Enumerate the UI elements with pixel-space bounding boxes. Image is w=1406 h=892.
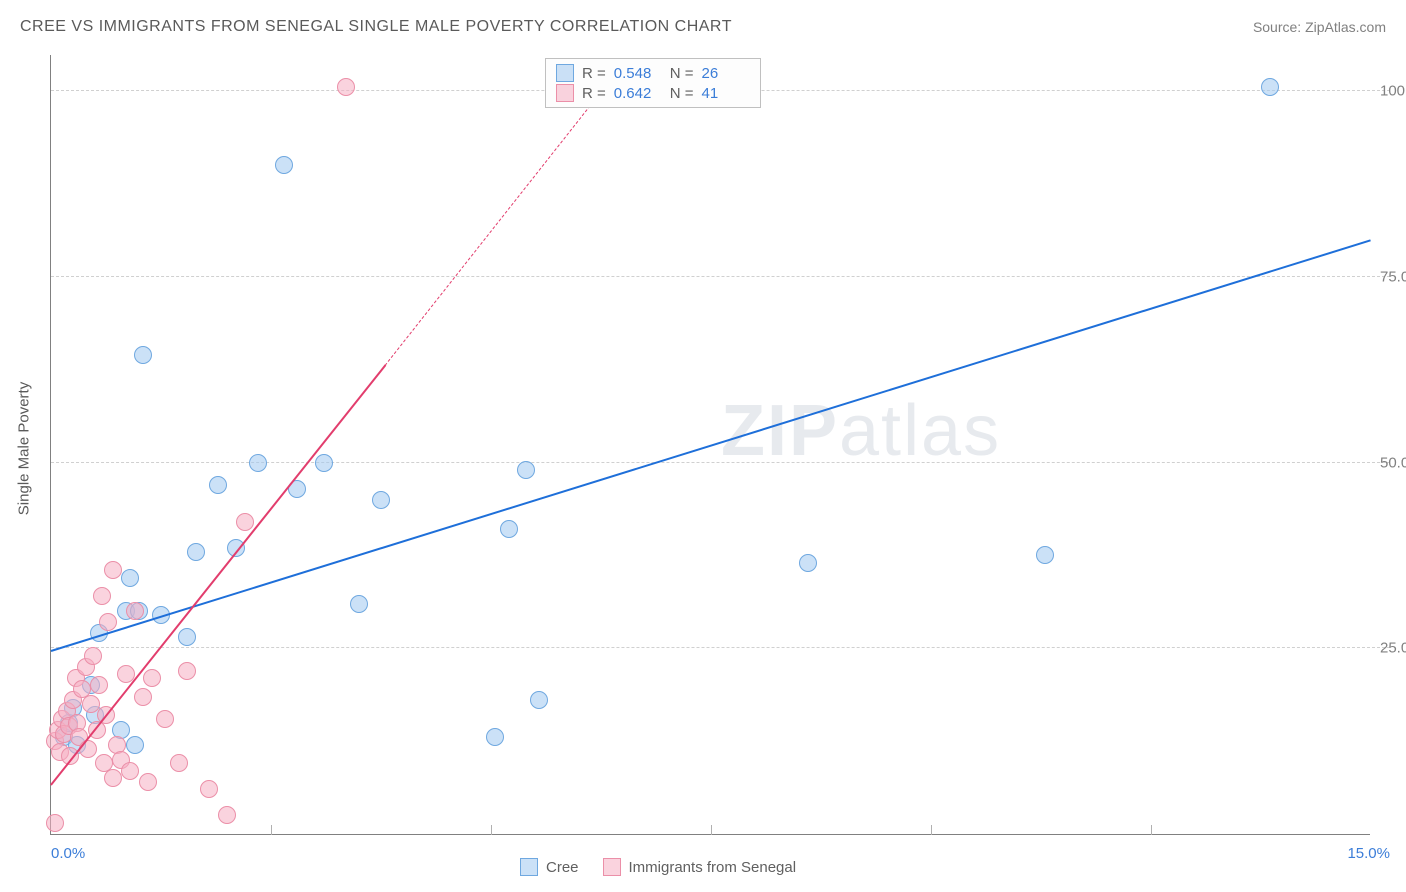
legend-r-label: R = (582, 85, 606, 102)
data-point (178, 628, 196, 646)
data-point (372, 491, 390, 509)
data-point (337, 78, 355, 96)
legend-r-value: 0.642 (614, 85, 662, 102)
data-point (134, 346, 152, 364)
data-point (275, 156, 293, 174)
data-point (218, 806, 236, 824)
data-point (486, 728, 504, 746)
correlation-legend: R = 0.548 N = 26 R = 0.642 N = 41 (545, 58, 761, 108)
data-point (121, 762, 139, 780)
x-tick (1151, 825, 1152, 835)
data-point (1036, 546, 1054, 564)
x-tick (711, 825, 712, 835)
trend-line (51, 239, 1372, 652)
chart-header: CREE VS IMMIGRANTS FROM SENEGAL SINGLE M… (20, 18, 1386, 36)
trend-line (50, 364, 386, 785)
data-point (170, 754, 188, 772)
x-tick (931, 825, 932, 835)
y-tick-label: 100.0% (1380, 83, 1406, 100)
data-point (500, 520, 518, 538)
watermark-text: ZIPatlas (721, 390, 1001, 472)
y-tick-label: 75.0% (1380, 268, 1406, 285)
legend-label: Cree (546, 859, 579, 876)
data-point (530, 691, 548, 709)
legend-item: Immigrants from Senegal (603, 858, 797, 876)
legend-n-label: N = (670, 85, 694, 102)
x-tick-label: 15.0% (1347, 845, 1390, 862)
legend-label: Immigrants from Senegal (629, 859, 797, 876)
data-point (139, 773, 157, 791)
trend-line-extrapolated (385, 98, 597, 366)
legend-swatch (556, 84, 574, 102)
data-point (143, 669, 161, 687)
data-point (99, 613, 117, 631)
data-point (121, 569, 139, 587)
y-tick-label: 50.0% (1380, 454, 1406, 471)
data-point (209, 476, 227, 494)
legend-item: Cree (520, 858, 579, 876)
data-point (315, 454, 333, 472)
legend-n-value: 41 (702, 85, 750, 102)
y-tick-label: 25.0% (1380, 640, 1406, 657)
data-point (249, 454, 267, 472)
legend-n-label: N = (670, 65, 694, 82)
legend-r-value: 0.548 (614, 65, 662, 82)
source-attribution: Source: ZipAtlas.com (1253, 19, 1386, 35)
legend-row: R = 0.642 N = 41 (556, 83, 750, 103)
data-point (46, 814, 64, 832)
data-point (350, 595, 368, 613)
x-tick (271, 825, 272, 835)
data-point (178, 662, 196, 680)
data-point (79, 740, 97, 758)
data-point (90, 676, 108, 694)
data-point (104, 561, 122, 579)
data-point (84, 647, 102, 665)
data-point (126, 602, 144, 620)
data-point (104, 769, 122, 787)
gridline (51, 276, 1390, 277)
chart-title: CREE VS IMMIGRANTS FROM SENEGAL SINGLE M… (20, 18, 732, 36)
legend-n-value: 26 (702, 65, 750, 82)
data-point (236, 513, 254, 531)
series-legend: Cree Immigrants from Senegal (520, 858, 796, 876)
data-point (126, 736, 144, 754)
data-point (200, 780, 218, 798)
data-point (799, 554, 817, 572)
data-point (93, 587, 111, 605)
y-axis-label: Single Male Poverty (16, 382, 33, 515)
data-point (156, 710, 174, 728)
x-tick-label: 0.0% (51, 845, 85, 862)
legend-swatch (603, 858, 621, 876)
legend-r-label: R = (582, 65, 606, 82)
scatter-plot-area: ZIPatlas 25.0%50.0%75.0%100.0%0.0%15.0% (50, 55, 1370, 835)
legend-swatch (520, 858, 538, 876)
data-point (134, 688, 152, 706)
data-point (517, 461, 535, 479)
data-point (1261, 78, 1279, 96)
legend-row: R = 0.548 N = 26 (556, 63, 750, 83)
data-point (187, 543, 205, 561)
gridline (51, 647, 1390, 648)
x-tick (491, 825, 492, 835)
legend-swatch (556, 64, 574, 82)
